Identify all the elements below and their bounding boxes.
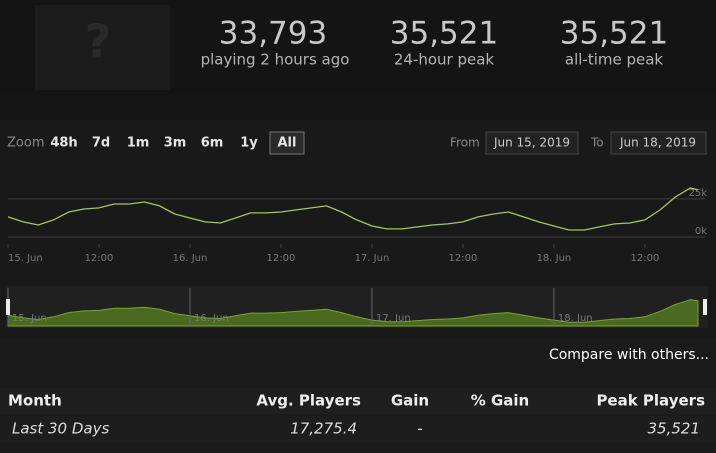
navigator-label: 17. Jun bbox=[376, 313, 411, 324]
zoom-button[interactable]: 1m bbox=[127, 136, 150, 151]
zoom-button[interactable]: 6m bbox=[201, 136, 224, 151]
stat-value: 35,521 bbox=[390, 16, 498, 52]
x-tick-label: 12:00 bbox=[85, 253, 114, 264]
table-row-bg bbox=[0, 416, 716, 442]
table-cell: - bbox=[417, 420, 422, 438]
table-header: Month bbox=[8, 392, 62, 410]
zoom-label: Zoom bbox=[7, 136, 44, 151]
zoom-button[interactable]: 3m bbox=[164, 136, 187, 151]
zoom-button[interactable]: 1y bbox=[240, 136, 258, 151]
stat-label: all-time peak bbox=[565, 51, 664, 69]
y-tick-label: 25k bbox=[688, 188, 707, 199]
navigator-label: 16. Jun bbox=[194, 313, 229, 324]
y-tick-label: 0k bbox=[695, 226, 707, 237]
zoom-button[interactable]: 7d bbox=[92, 136, 110, 151]
stat-label: playing 2 hours ago bbox=[201, 51, 350, 69]
table-header-bg bbox=[0, 388, 716, 414]
zoom-button[interactable]: All bbox=[278, 136, 297, 151]
navigator-area bbox=[7, 299, 699, 327]
from-date[interactable]: Jun 15, 2019 bbox=[493, 136, 570, 150]
x-tick-label: 17. Jun bbox=[355, 253, 390, 264]
to-label: To bbox=[590, 136, 604, 150]
x-tick-label: 12:00 bbox=[267, 253, 296, 264]
table-header: % Gain bbox=[471, 392, 530, 410]
navigator-label: 18. Jun bbox=[558, 313, 593, 324]
line-series bbox=[7, 187, 699, 231]
x-tick-label: 15. Jun bbox=[8, 253, 43, 264]
table-cell: Last 30 Days bbox=[12, 420, 109, 438]
stat-value: 33,793 bbox=[219, 16, 327, 52]
stat-value: 35,521 bbox=[560, 16, 668, 52]
x-tick-label: 12:00 bbox=[449, 253, 478, 264]
to-input[interactable] bbox=[610, 131, 707, 155]
table-cell: 35,521 bbox=[648, 420, 701, 438]
table-header: Gain bbox=[391, 392, 429, 410]
table-header: Peak Players bbox=[596, 392, 705, 410]
table-header: Avg. Players bbox=[256, 392, 361, 410]
zoom-selected[interactable] bbox=[269, 131, 305, 155]
navigator-handle[interactable] bbox=[703, 299, 707, 315]
stat-label: 24-hour peak bbox=[394, 51, 495, 69]
x-tick-label: 12:00 bbox=[631, 253, 660, 264]
navigator-label: 15. Jun bbox=[12, 313, 47, 324]
compare-link[interactable]: Compare with others... bbox=[549, 347, 709, 363]
from-label: From bbox=[450, 136, 480, 150]
table-cell: 17,275.4 bbox=[290, 420, 357, 438]
navigator-handle[interactable] bbox=[6, 299, 10, 315]
game-image bbox=[35, 5, 170, 90]
from-input[interactable] bbox=[485, 131, 579, 155]
image-placeholder: ? bbox=[85, 15, 112, 69]
stripe-band bbox=[0, 95, 716, 120]
x-tick-label: 16. Jun bbox=[173, 253, 208, 264]
zoom-button[interactable]: 48h bbox=[50, 136, 77, 151]
x-tick-label: 18. Jun bbox=[537, 253, 572, 264]
to-date[interactable]: Jun 18, 2019 bbox=[619, 136, 696, 150]
